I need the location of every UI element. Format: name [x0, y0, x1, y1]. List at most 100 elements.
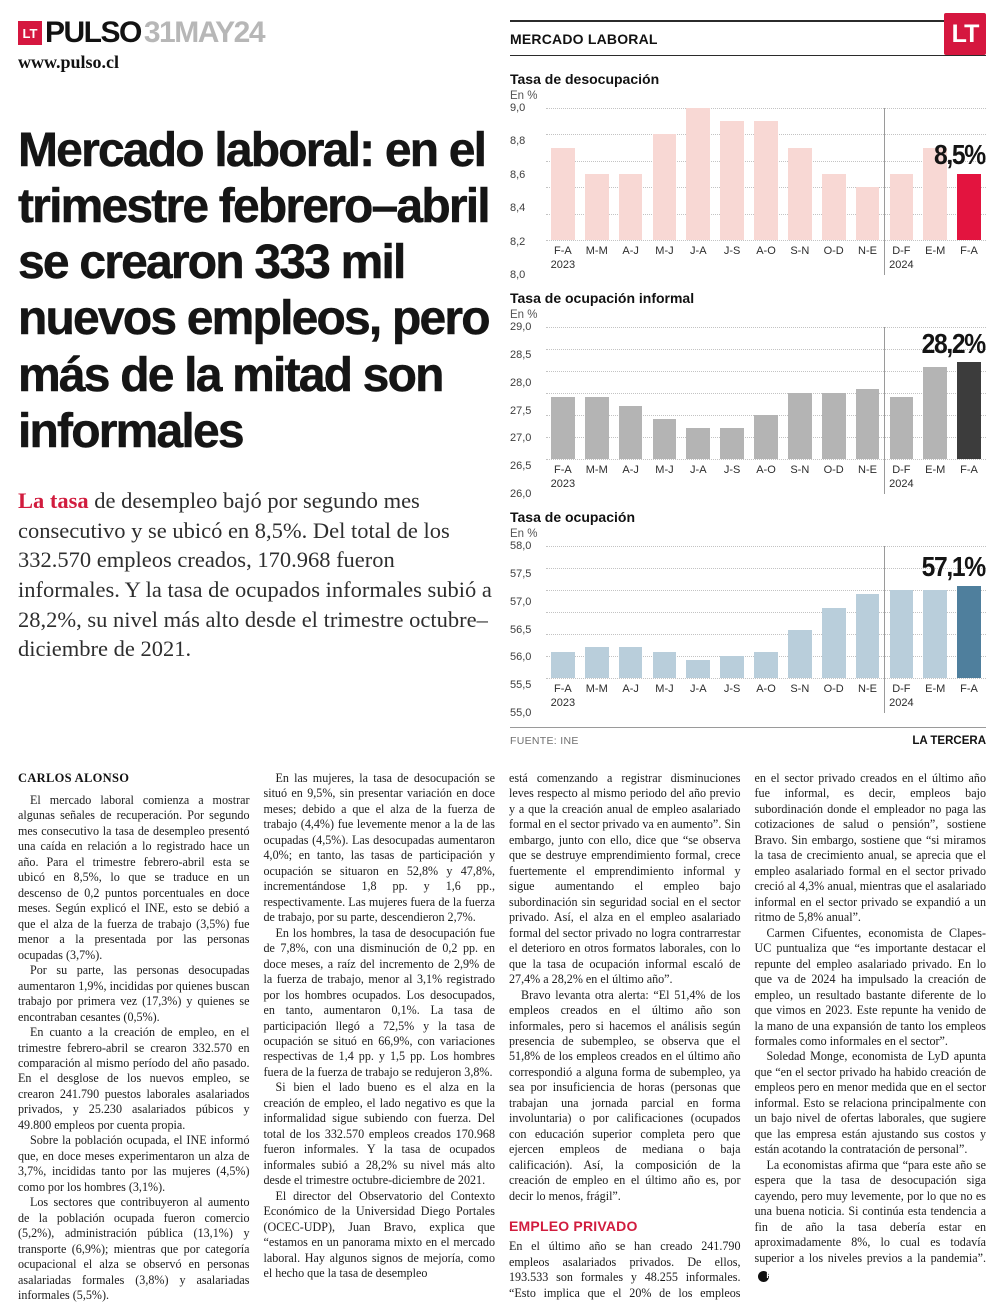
bar — [720, 656, 744, 678]
y-axis-tick-label: 56,0 — [510, 651, 532, 664]
x-axis-tick-label: F-A 2023 — [546, 683, 580, 711]
infographic-kicker: MERCADO LABORAL — [510, 31, 658, 47]
period-label: S-N — [790, 464, 810, 476]
x-axis-tick-label: M-J — [648, 245, 682, 259]
y-axis-tick-label: 58,0 — [510, 540, 532, 552]
bar-slot — [884, 327, 918, 459]
period-divider-line — [884, 327, 886, 494]
bar-slot — [749, 546, 783, 678]
x-axis-tick-label: A-J — [614, 464, 648, 478]
x-axis-tick-label: O-D — [817, 464, 851, 478]
bar — [821, 174, 846, 240]
y-axis-tick-label: 8,8 — [510, 135, 526, 148]
bar — [686, 428, 711, 459]
x-axis-tick-label: D-F 2024 — [884, 245, 918, 273]
y-axis-tick-label: 56,5 — [510, 623, 532, 636]
gridline — [546, 590, 986, 591]
x-axis-tick-label: S-N — [783, 464, 817, 478]
body-paragraph: En cuanto a la creación de empleo, en el… — [18, 1025, 250, 1132]
x-axis-tick-label: E-M — [918, 245, 952, 259]
gridline — [546, 393, 986, 394]
body-column-4: en el sector privado creados en el últim… — [755, 771, 986, 1302]
chart-body: 57,1% 58,0 57,5 57,0 56,5 56,0 55,5 55,0 F-A 2023… — [510, 541, 987, 719]
period-label: F-A — [960, 245, 978, 257]
chart-unit-label: En % — [510, 90, 538, 102]
bars-row — [546, 108, 986, 240]
y-axis-tick-label: 8,2 — [510, 235, 526, 248]
bar — [754, 121, 778, 240]
y-axis-tick-label: 8,0 — [510, 269, 526, 281]
x-axis-tick-label: A-O — [749, 464, 783, 478]
bar-slot — [817, 546, 851, 678]
bar — [551, 147, 575, 240]
body-paragraph: En las mujeres, la tasa de desocupación … — [263, 771, 496, 925]
chart-employment-rate: Tasa de ocupación En % 57,1% 58,0 57,5 57,0 56… — [510, 509, 987, 719]
chart-unit-label: En % — [510, 528, 538, 540]
x-axis-tick-label: E-M — [918, 683, 952, 697]
highlight-value-label: 57,1% — [921, 551, 987, 583]
body-paragraph: Por su parte, las personas desocupadas a… — [18, 963, 250, 1024]
period-label: S-N — [790, 683, 810, 695]
period-label: J-S — [723, 245, 741, 257]
bar-slot — [580, 327, 614, 459]
chart-plot-area: 57,1% — [546, 546, 987, 679]
chart-body: 8,5% 9,0 8,8 8,6 8,4 8,2 8,0 F-A 2023 M-M A-J M-J J-… — [510, 103, 986, 281]
gridline — [546, 678, 986, 679]
body-column-2: En las mujeres, la tasa de desocupación … — [264, 771, 496, 1302]
x-axis-tick-label: S-N — [783, 245, 817, 259]
x-axis-labels: F-A 2023 M-M A-J M-J J-A J-S A-O S-N O-D N-E D-F 202… — [546, 683, 986, 713]
bars-row — [546, 327, 986, 459]
bar-slot — [817, 108, 851, 240]
y-axis-tick-label: 9,0 — [510, 102, 526, 114]
bar-slot — [952, 108, 986, 240]
bar — [787, 147, 812, 240]
article-body: CARLOS ALONSO El mercado laboral comienza… — [0, 771, 1000, 1302]
period-label: F-A — [554, 683, 572, 695]
bar — [957, 362, 981, 459]
bar-slot — [546, 108, 580, 240]
bar-slot — [851, 546, 885, 678]
lead-highlight: La tasa — [18, 487, 89, 513]
period-label: E-M — [925, 245, 946, 257]
x-axis-tick-label: M-M — [580, 464, 614, 478]
bar — [720, 428, 744, 459]
bar — [821, 607, 846, 678]
bar-slot — [715, 546, 749, 678]
bar — [889, 174, 914, 240]
body-column-3: está comenzando a registrar disminucione… — [509, 771, 741, 1302]
bar — [618, 647, 643, 678]
body-paragraph: Sobre la población ocupada, el INE infor… — [18, 1133, 250, 1194]
y-axis-tick-label: 57,0 — [510, 595, 532, 608]
chart-body: 28,2% 29,0 28,5 28,0 27,5 27,0 26,5 26,0 F-A 2023… — [510, 322, 986, 500]
period-label: A-O — [756, 683, 776, 695]
period-label: D-F — [892, 464, 911, 476]
bar — [652, 651, 677, 678]
bar-slot — [817, 327, 851, 459]
gridline — [546, 371, 986, 372]
year-label: 2023 — [550, 696, 576, 709]
bar — [855, 594, 880, 678]
bar-slot — [681, 546, 715, 678]
bar — [855, 388, 880, 459]
y-axis-tick-label: 8,4 — [510, 202, 526, 215]
x-axis-tick-label: J-S — [715, 683, 749, 697]
y-axis-tick-label: 28,0 — [510, 376, 532, 389]
bar-slot — [648, 546, 682, 678]
period-label: A-J — [622, 245, 639, 257]
period-label: D-F — [892, 245, 911, 257]
bar — [754, 415, 778, 459]
chart-unit-label: En % — [510, 309, 538, 321]
gridline — [546, 634, 986, 635]
bar-slot — [546, 327, 580, 459]
website-url[interactable]: www.pulso.cl — [18, 52, 120, 72]
bar — [923, 366, 948, 459]
y-axis-tick-label: 26,0 — [510, 488, 532, 500]
gridline — [546, 459, 986, 460]
bar — [957, 585, 981, 678]
bar-slot — [952, 546, 986, 678]
x-axis-tick-label: O-D — [817, 245, 851, 259]
year-label: 2023 — [550, 258, 576, 271]
pulso-lt-logo: LT — [18, 21, 42, 45]
chart-plot-area: 28,2% — [546, 327, 986, 460]
